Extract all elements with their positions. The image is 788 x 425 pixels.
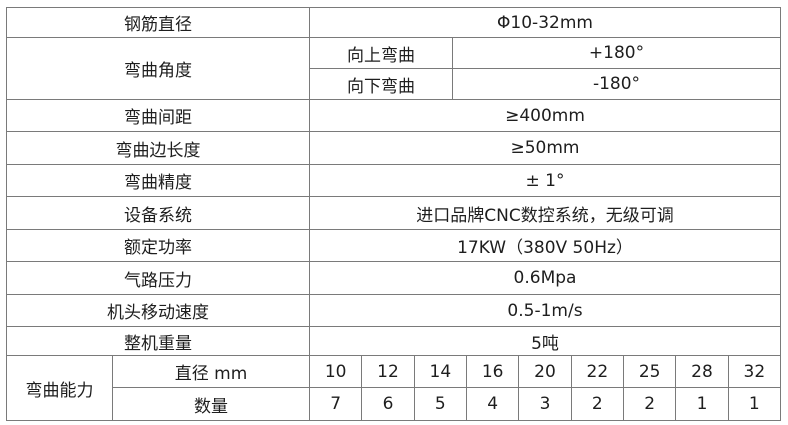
row-value: 5吨 <box>309 326 781 356</box>
row-label: 气路压力 <box>6 261 310 295</box>
quantity-value: 4 <box>466 387 520 421</box>
diameter-value: 32 <box>727 355 781 388</box>
diameter-value: 14 <box>413 355 467 388</box>
diameter-value: 20 <box>518 355 572 388</box>
row-value: 0.5-1m/s <box>309 294 781 327</box>
row-value: 17KW（380V 50Hz） <box>309 229 781 262</box>
diameter-value: 28 <box>675 355 729 388</box>
row-label: 整机重量 <box>6 326 310 356</box>
quantity-value: 3 <box>518 387 572 421</box>
capacity-label: 弯曲能力 <box>6 355 113 421</box>
quantity-value: 2 <box>623 387 677 421</box>
row-value: ± 1° <box>309 164 781 197</box>
row-value: ≥400mm <box>309 99 781 132</box>
row-value: 0.6Mpa <box>309 261 781 295</box>
quantity-value: 5 <box>413 387 467 421</box>
quantity-value: 7 <box>309 387 363 421</box>
row-label: 弯曲角度 <box>6 37 310 100</box>
sub-label: 向下弯曲 <box>309 68 453 100</box>
quantity-value: 1 <box>727 387 781 421</box>
row-label: 额定功率 <box>6 229 310 262</box>
diameter-value: 10 <box>309 355 363 388</box>
row-label: 机头移动速度 <box>6 294 310 327</box>
row-label: 弯曲边长度 <box>6 131 310 165</box>
diameter-label: 直径 mm <box>112 355 310 388</box>
sub-label: 向上弯曲 <box>309 37 453 69</box>
diameter-value: 12 <box>361 355 415 388</box>
sub-value: +180° <box>452 37 781 69</box>
quantity-value: 6 <box>361 387 415 421</box>
quantity-value: 2 <box>570 387 624 421</box>
quantity-label: 数量 <box>112 387 310 421</box>
row-value: ≥50mm <box>309 131 781 165</box>
row-label: 弯曲间距 <box>6 99 310 132</box>
sub-value: -180° <box>452 68 781 100</box>
row-label: 钢筋直径 <box>6 7 310 38</box>
row-value: 进口品牌CNC数控系统，无级可调 <box>309 196 781 230</box>
row-label: 设备系统 <box>6 196 310 230</box>
quantity-value: 1 <box>675 387 729 421</box>
row-value: Φ10-32mm <box>309 7 781 38</box>
row-label: 弯曲精度 <box>6 164 310 197</box>
diameter-value: 22 <box>570 355 624 388</box>
diameter-value: 16 <box>466 355 520 388</box>
diameter-value: 25 <box>623 355 677 388</box>
